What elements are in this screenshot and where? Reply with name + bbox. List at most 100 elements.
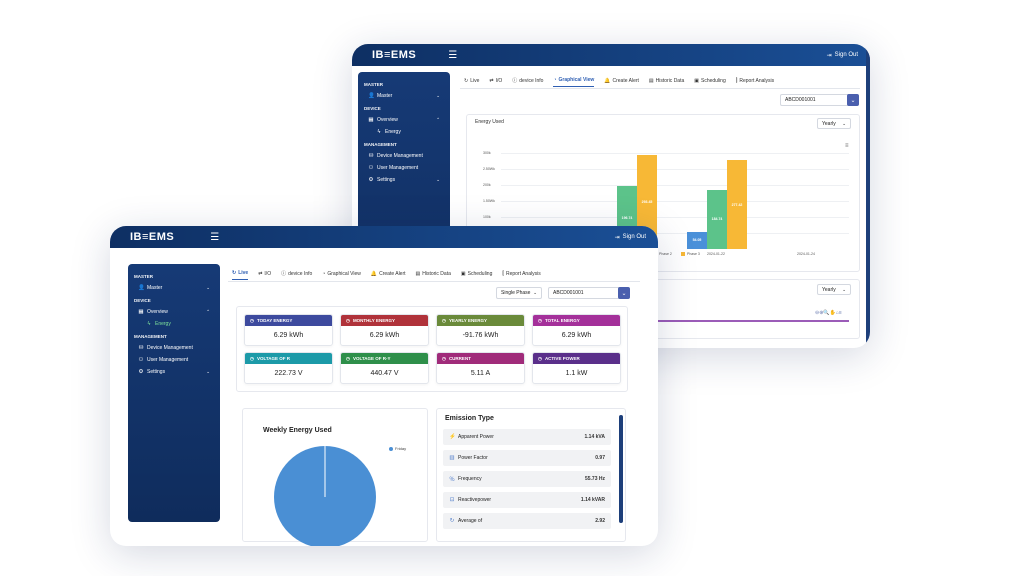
sidebar-head-device: DEVICE (134, 298, 151, 303)
tab-graphical-view[interactable]: ◔ Graphical View (322, 270, 361, 277)
emission-row: ⊡ Reactivepower 1.14 kVAR (443, 492, 611, 508)
device-select-button[interactable]: ⌄ (618, 287, 630, 299)
chevron-down-icon: ⌄ (206, 285, 210, 290)
tab-device-info[interactable]: ⓘ device Info (281, 270, 313, 278)
sidebar-item-energy[interactable]: ϟ Energy (377, 129, 401, 135)
sidebar-head-management: MANAGEMENT (134, 334, 167, 339)
period-select[interactable]: Yearly ⌄ (817, 118, 851, 129)
tab-io[interactable]: ⇄ I/O (258, 270, 272, 277)
device-select[interactable]: ABCD001001 (548, 287, 620, 299)
tab-scheduling[interactable]: ▣ Scheduling (694, 77, 726, 84)
gridline (501, 185, 849, 186)
emission-value: 0.97 (595, 455, 605, 461)
hamburger-icon[interactable]: ☰ (448, 49, 458, 61)
sidebar-head-master: MASTER (364, 82, 383, 87)
sidebar-item-overview[interactable]: ▦ Overview ⌃ (368, 117, 440, 123)
user-icon: 👤 (138, 285, 145, 291)
calendar-icon: ▣ (694, 77, 699, 84)
stat-header: ◷ VOLTAGE OF R (245, 353, 332, 364)
chevron-down-icon: ⌄ (842, 286, 846, 292)
tab-historic-data[interactable]: ▤ Historic Data (648, 77, 685, 84)
device-select[interactable]: ABCD001001 (780, 94, 850, 106)
top-bar: IB≡EMS ☰ ⇥ Sign Out (352, 44, 870, 66)
stat-label: ACTIVE POWER (544, 356, 580, 361)
gridline (501, 217, 849, 218)
sidebar-item-settings[interactable]: ⚙ Settings ⌄ (368, 177, 440, 183)
stat-icon: ◷ (250, 317, 254, 323)
device-select-button[interactable]: ⌄ (847, 94, 859, 106)
scroll-strip (866, 44, 870, 348)
emission-icon: ⊡ (449, 497, 455, 503)
emission-icon: ▥ (449, 455, 455, 461)
tab-io[interactable]: ⇄ I/O (489, 77, 503, 84)
tab-live[interactable]: ↻ Live (464, 77, 480, 84)
scrollbar[interactable] (619, 415, 623, 523)
stat-value: 1.1 kW (565, 370, 588, 377)
stat-header: ◷ VOLTAGE OF R-Y (341, 353, 428, 364)
tab-divider (460, 88, 860, 89)
sidebar-item-master[interactable]: 👤 Master ⌄ (368, 93, 440, 99)
tab-historic-data[interactable]: ▤ Historic Data (415, 270, 451, 277)
emission-row: ↻ Average of 2.92 (443, 513, 611, 529)
sidebar-item-master[interactable]: 👤 Master ⌄ (138, 285, 210, 291)
emission-row: ⚡ Apparent Power 1.14 kVA (443, 429, 611, 445)
emission-label: Average of (458, 518, 483, 524)
emission-label: Power Factor (458, 455, 488, 461)
tab-device-info[interactable]: ⓘ device Info (512, 77, 544, 85)
table-icon: ▤ (648, 77, 654, 84)
sidebar-head-master: MASTER (134, 274, 153, 279)
phase-select[interactable]: Single Phase ⌄ (496, 287, 542, 299)
chevron-down-icon: ⌄ (842, 120, 846, 126)
stat-card: ◷ ACTIVE POWER 1.1 kW (532, 352, 621, 384)
sidebar-item-device-management[interactable]: ⛁ Device Management (138, 345, 193, 351)
tab-create-alert[interactable]: 🔔 Create Alert (604, 77, 639, 84)
stat-icon: ◷ (442, 317, 446, 323)
hamburger-icon[interactable]: ☰ (210, 231, 220, 243)
tab-report-analysis[interactable]: ⫿ Report Analysis (735, 77, 775, 84)
period-select-2[interactable]: Yearly ⌄ (817, 284, 851, 295)
report-icon: ⫿ (502, 270, 504, 277)
bar-series-0-group-1 (687, 231, 707, 249)
info-icon: ⓘ (281, 271, 287, 277)
front-window: IB≡EMS ☰ ⇥ Sign Out MASTER 👤 Master ⌄ DEVIC… (110, 226, 658, 546)
grid-icon: ▦ (368, 117, 374, 123)
tab-graphical-view[interactable]: ◔ Graphical View (553, 77, 595, 87)
legend-label: Phase 2 (659, 252, 672, 256)
sidebar-head-management: MANAGEMENT (364, 142, 397, 147)
sidebar-item-device-management[interactable]: ⛁ Device Management (368, 153, 423, 159)
tab-create-alert[interactable]: 🔔 Create Alert (370, 270, 406, 277)
stat-header: ◷ MONTHLY ENERGY (341, 315, 428, 326)
swap-icon: ⇄ (258, 270, 263, 277)
stat-icon: ◷ (538, 355, 542, 361)
chevron-down-icon: ⌄ (850, 97, 856, 104)
weekly-pie-chart (274, 446, 376, 546)
tab-live[interactable]: ↻ Live (232, 270, 249, 280)
sidebar-item-settings[interactable]: ⚙ Settings ⌄ (138, 369, 210, 375)
y-tick-label: 100k (483, 215, 491, 219)
bar-series-2-group-0 (637, 155, 657, 249)
sidebar-item-user-management[interactable]: ⚇ User Management (368, 165, 419, 171)
chart-menu-icon[interactable]: ≡ (845, 143, 849, 149)
stat-label: TOTAL ENERGY (544, 318, 580, 323)
bell-icon: 🔔 (604, 77, 611, 84)
chevron-up-icon: ⌃ (436, 117, 440, 122)
trend-line (617, 320, 849, 322)
sidebar-item-overview[interactable]: ▦ Overview ⌃ (138, 309, 210, 315)
stat-value: -91.76 kWh (462, 332, 499, 339)
logo: IB≡EMS (372, 49, 417, 61)
users-icon: ⚇ (368, 165, 374, 171)
chart-toolbar-icons[interactable]: ⊖⊕🔍✋⌂≡ (815, 310, 842, 316)
sidebar-item-user-management[interactable]: ⚇ User Management (138, 357, 189, 363)
gridline (501, 153, 849, 154)
sidebar-item-energy[interactable]: ϟ Energy (147, 321, 171, 327)
emission-value: 2.92 (595, 518, 605, 524)
emission-value: 1.14 kVA (584, 434, 605, 440)
sign-out-button[interactable]: ⇥ Sign Out (826, 52, 858, 59)
stat-card: ◷ VOLTAGE OF R 222.73 V (244, 352, 333, 384)
chart-title: Energy Used (475, 119, 504, 125)
sign-out-button[interactable]: ⇥ Sign Out (614, 234, 646, 241)
tab-scheduling[interactable]: ▣ Scheduling (460, 270, 493, 277)
tab-report-analysis[interactable]: ⫿ Report Analysis (502, 270, 541, 277)
x-tick-label: 2024-01-22 (707, 252, 725, 256)
